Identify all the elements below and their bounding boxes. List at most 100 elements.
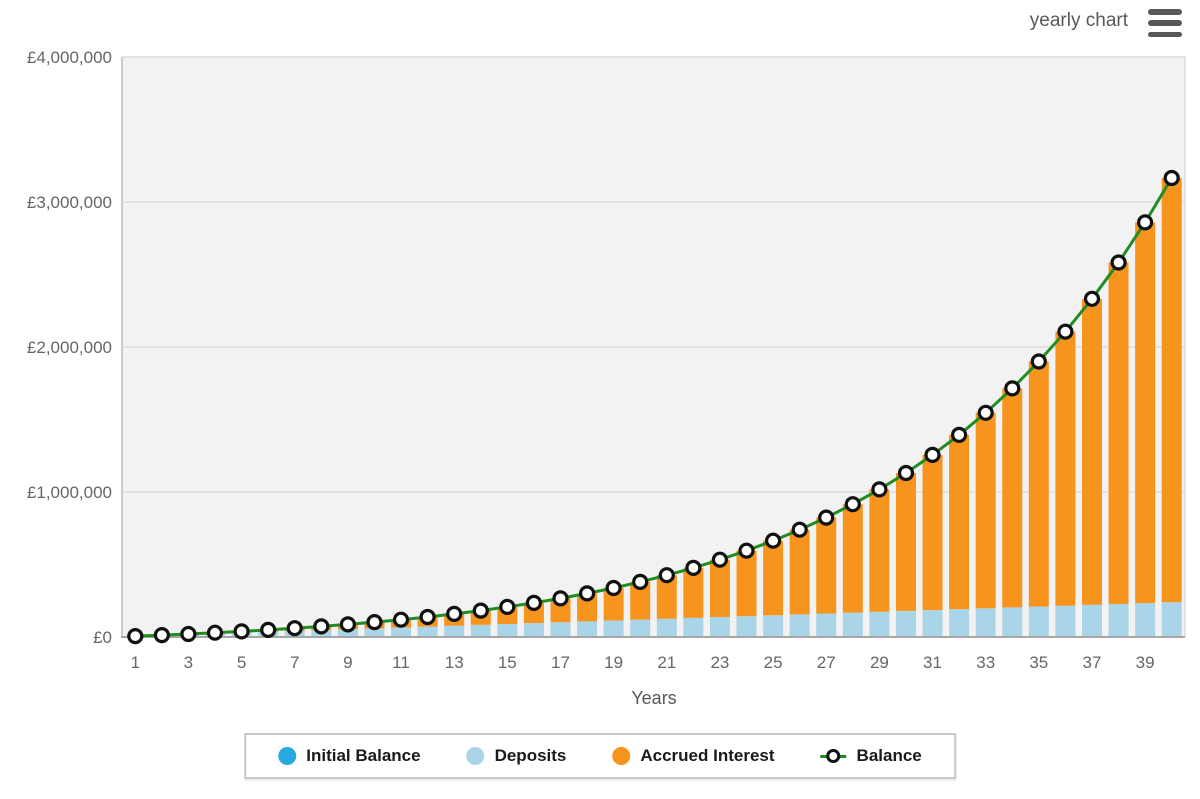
legend-item-deposits[interactable]: Deposits (466, 746, 566, 766)
bar-deposits[interactable] (816, 613, 837, 637)
balance-marker[interactable] (1136, 214, 1154, 231)
bar-deposits[interactable] (337, 629, 358, 637)
bar-deposits[interactable] (444, 625, 465, 637)
bar-deposits[interactable] (630, 619, 651, 637)
bar-accrued-interest[interactable] (816, 517, 837, 614)
bar-deposits[interactable] (577, 621, 598, 637)
bar-accrued-interest[interactable] (1028, 361, 1049, 607)
bar-deposits[interactable] (391, 627, 412, 637)
balance-marker[interactable] (260, 621, 277, 639)
balance-marker[interactable] (844, 496, 861, 513)
balance-marker[interactable] (605, 579, 622, 597)
bar-accrued-interest[interactable] (630, 581, 651, 620)
bar-accrued-interest[interactable] (577, 593, 598, 622)
balance-marker[interactable] (738, 542, 755, 559)
bar-accrued-interest[interactable] (1161, 178, 1182, 603)
bar-accrued-interest[interactable] (736, 550, 757, 617)
balance-marker[interactable] (897, 464, 915, 482)
bar-deposits[interactable] (1055, 605, 1076, 637)
balance-marker[interactable] (446, 605, 463, 623)
bar-deposits[interactable] (842, 612, 863, 637)
balance-marker[interactable] (1083, 290, 1101, 307)
balance-marker[interactable] (206, 624, 224, 641)
bar-deposits[interactable] (949, 609, 970, 637)
bar-deposits[interactable] (683, 617, 704, 637)
balance-marker[interactable] (871, 481, 888, 498)
bar-accrued-interest[interactable] (949, 434, 970, 610)
balance-marker[interactable] (313, 618, 330, 635)
bar-deposits[interactable] (1028, 606, 1049, 637)
bar-deposits[interactable] (869, 611, 890, 637)
balance-marker[interactable] (472, 602, 489, 619)
bar-deposits[interactable] (763, 615, 784, 637)
legend-item-initial-balance[interactable]: Initial Balance (278, 746, 421, 766)
balance-marker[interactable] (366, 613, 383, 631)
balance-marker[interactable] (1163, 169, 1180, 187)
balance-marker[interactable] (499, 598, 516, 616)
bar-accrued-interest[interactable] (709, 559, 730, 617)
bar-accrued-interest[interactable] (1135, 222, 1156, 604)
bar-accrued-interest[interactable] (869, 489, 890, 612)
balance-marker[interactable] (818, 509, 835, 526)
bar-accrued-interest[interactable] (1081, 298, 1102, 605)
bar-accrued-interest[interactable] (975, 412, 996, 609)
balance-marker[interactable] (1030, 353, 1047, 370)
bar-accrued-interest[interactable] (683, 567, 704, 618)
bar-accrued-interest[interactable] (789, 529, 810, 615)
balance-marker[interactable] (153, 626, 170, 644)
bar-deposits[interactable] (417, 626, 438, 637)
bar-deposits[interactable] (497, 623, 518, 637)
hamburger-menu-icon[interactable] (1148, 9, 1184, 37)
bar-deposits[interactable] (1108, 603, 1129, 637)
balance-marker[interactable] (525, 594, 543, 612)
balance-marker[interactable] (924, 446, 941, 463)
bar-deposits[interactable] (895, 610, 916, 637)
bar-deposits[interactable] (1002, 607, 1023, 637)
balance-marker[interactable] (419, 608, 436, 626)
bar-accrued-interest[interactable] (603, 587, 624, 621)
balance-marker[interactable] (1004, 380, 1021, 397)
bar-deposits[interactable] (1161, 602, 1182, 637)
legend-item-accrued-interest[interactable]: Accrued Interest (612, 746, 775, 766)
legend-item-balance[interactable]: Balance (820, 746, 922, 766)
balance-marker[interactable] (950, 426, 968, 443)
bar-deposits[interactable] (1135, 603, 1156, 637)
bar-deposits[interactable] (975, 608, 996, 637)
balance-marker[interactable] (1057, 323, 1074, 340)
balance-marker[interactable] (658, 567, 675, 584)
balance-marker[interactable] (685, 559, 702, 577)
balance-marker[interactable] (578, 585, 596, 602)
bar-deposits[interactable] (1081, 604, 1102, 637)
bar-deposits[interactable] (922, 610, 943, 637)
balance-marker[interactable] (632, 573, 649, 591)
balance-marker[interactable] (711, 551, 729, 568)
bar-accrued-interest[interactable] (1002, 388, 1023, 608)
bar-deposits[interactable] (736, 616, 757, 637)
bar-accrued-interest[interactable] (1108, 262, 1129, 604)
bar-accrued-interest[interactable] (1055, 331, 1076, 606)
bar-deposits[interactable] (364, 628, 385, 637)
bar-deposits[interactable] (470, 624, 491, 637)
balance-marker[interactable] (127, 627, 144, 645)
balance-marker[interactable] (552, 590, 569, 607)
bar-accrued-interest[interactable] (895, 472, 916, 611)
bar-accrued-interest[interactable] (842, 504, 863, 613)
bar-accrued-interest[interactable] (922, 454, 943, 611)
balance-marker[interactable] (180, 625, 197, 643)
balance-marker[interactable] (977, 404, 994, 421)
balance-marker[interactable] (339, 616, 356, 633)
balance-marker[interactable] (1110, 254, 1127, 271)
bar-deposits[interactable] (550, 622, 571, 637)
balance-marker[interactable] (764, 532, 782, 549)
balance-marker[interactable] (233, 623, 250, 640)
bar-accrued-interest[interactable] (656, 575, 677, 619)
bar-deposits[interactable] (656, 618, 677, 637)
bar-deposits[interactable] (709, 616, 730, 637)
balance-marker[interactable] (286, 620, 303, 637)
bar-deposits[interactable] (789, 614, 810, 637)
bar-deposits[interactable] (523, 623, 544, 637)
bar-accrued-interest[interactable] (763, 540, 784, 616)
balance-marker[interactable] (791, 521, 808, 538)
bar-deposits[interactable] (603, 620, 624, 637)
balance-marker[interactable] (392, 611, 410, 628)
